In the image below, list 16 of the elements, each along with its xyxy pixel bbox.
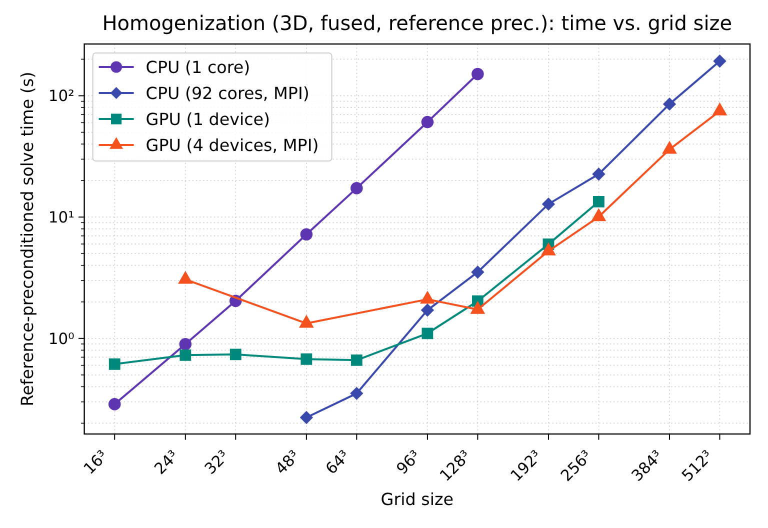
x-tick-label: 64³	[322, 446, 354, 478]
x-tick-label: 96³	[393, 446, 424, 478]
legend-label: CPU (92 cores, MPI)	[146, 82, 310, 103]
x-tick-label: 48³	[272, 446, 304, 478]
y-axis-title: Reference-preconditioned solve time (s)	[17, 72, 37, 406]
x-tick-label: 24³	[151, 446, 182, 478]
legend-label: GPU (1 device)	[146, 108, 270, 129]
x-tick-label: 16³	[80, 446, 112, 478]
legend-label: CPU (1 core)	[146, 56, 250, 77]
chart-title: Homogenization (3D, fused, reference prec.): time vs. grid size	[102, 11, 732, 35]
y-tick-label: 10¹	[48, 208, 74, 227]
x-axis-title: Grid size	[380, 489, 454, 509]
y-tick-label: 10⁰	[48, 330, 74, 348]
x-tick-label: 32³	[201, 446, 232, 478]
y-tick-label: 10²	[48, 87, 74, 106]
legend-label: GPU (4 devices, MPI)	[146, 134, 319, 155]
